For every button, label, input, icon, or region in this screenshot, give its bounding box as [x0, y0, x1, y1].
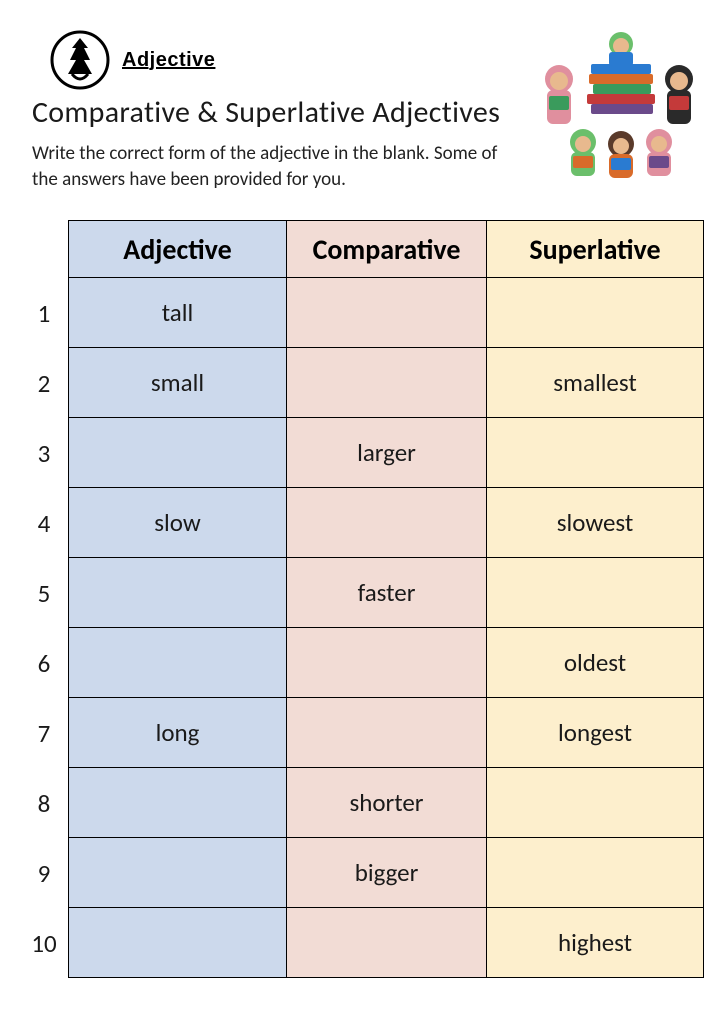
table-cell[interactable]: [486, 558, 704, 628]
row-number: 5: [20, 558, 68, 628]
table-cell[interactable]: [68, 838, 286, 908]
row-number: 4: [20, 488, 68, 558]
table-cell: small: [68, 348, 286, 418]
row-number: 3: [20, 418, 68, 488]
table-cell[interactable]: [486, 768, 704, 838]
instructions-text: Write the correct form of the adjective …: [32, 141, 522, 192]
row-number: 8: [20, 768, 68, 838]
children-reading-illustration: [521, 24, 711, 189]
table-cell: slow: [68, 488, 286, 558]
table-cell: larger: [286, 418, 486, 488]
table-corner: [20, 220, 68, 278]
subject-label: Adjective: [122, 49, 215, 72]
table-cell[interactable]: [286, 278, 486, 348]
row-number: 1: [20, 278, 68, 348]
adjectives-table: AdjectiveComparativeSuperlative1tall2sma…: [20, 220, 705, 978]
table-cell[interactable]: [68, 768, 286, 838]
table-cell: shorter: [286, 768, 486, 838]
table-cell[interactable]: [286, 348, 486, 418]
table-cell: tall: [68, 278, 286, 348]
table-cell[interactable]: [286, 488, 486, 558]
table-cell: faster: [286, 558, 486, 628]
table-cell: long: [68, 698, 286, 768]
row-number: 7: [20, 698, 68, 768]
row-number: 10: [20, 908, 68, 978]
table-cell[interactable]: [486, 838, 704, 908]
table-cell[interactable]: [286, 908, 486, 978]
column-header-superlative: Superlative: [486, 220, 704, 278]
table-cell: slowest: [486, 488, 704, 558]
column-header-comparative: Comparative: [286, 220, 486, 278]
table-cell[interactable]: [486, 418, 704, 488]
table-cell: oldest: [486, 628, 704, 698]
table-cell[interactable]: [68, 418, 286, 488]
table-cell[interactable]: [486, 278, 704, 348]
table-cell: smallest: [486, 348, 704, 418]
row-number: 6: [20, 628, 68, 698]
table-cell: highest: [486, 908, 704, 978]
school-logo: [50, 30, 110, 90]
row-number: 9: [20, 838, 68, 908]
table-cell[interactable]: [286, 628, 486, 698]
table-cell[interactable]: [68, 908, 286, 978]
table-cell[interactable]: [68, 628, 286, 698]
row-number: 2: [20, 348, 68, 418]
table-cell: longest: [486, 698, 704, 768]
table-cell[interactable]: [68, 558, 286, 628]
table-cell[interactable]: [286, 698, 486, 768]
table-cell: bigger: [286, 838, 486, 908]
column-header-adjective: Adjective: [68, 220, 286, 278]
